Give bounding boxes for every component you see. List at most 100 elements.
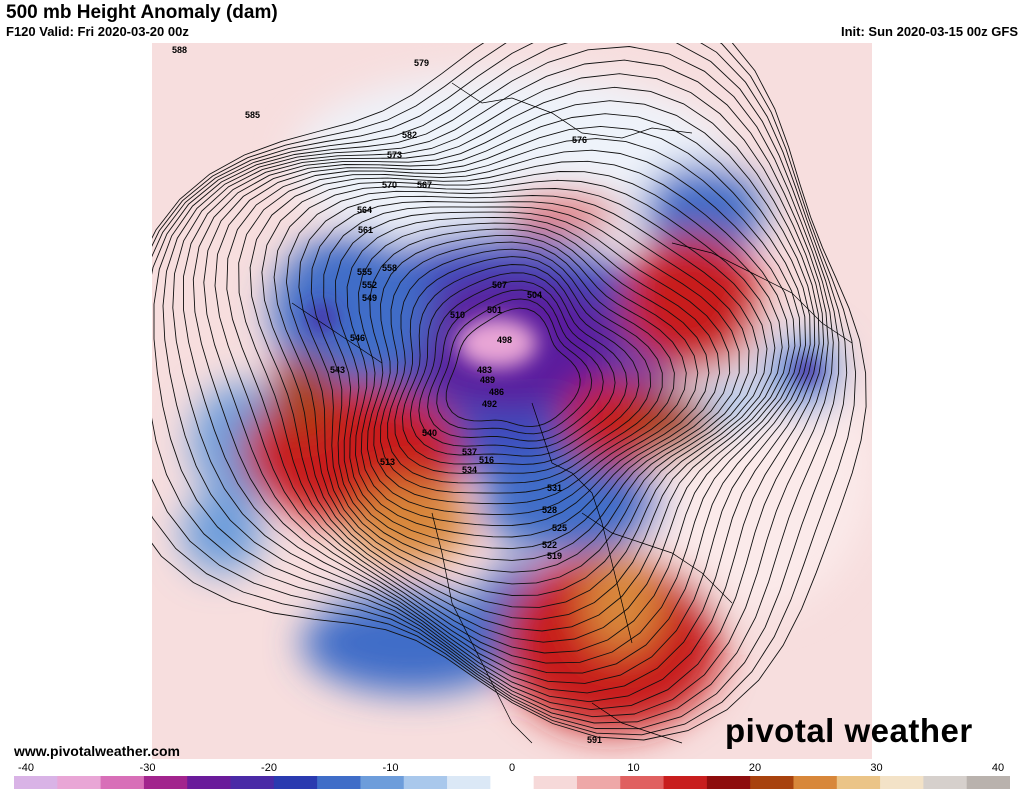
colorbar-tick-label: 30 <box>870 762 883 774</box>
contour-label: 564 <box>357 205 372 215</box>
colorbar-swatch <box>793 776 838 789</box>
height-contour <box>261 171 783 620</box>
contour-label: 489 <box>480 375 495 385</box>
contour-label: 531 <box>547 483 562 493</box>
colorbar-swatch <box>706 776 751 789</box>
colorbar-swatch <box>100 776 145 789</box>
height-contour <box>373 235 687 505</box>
contour-label: 507 <box>492 280 507 290</box>
colorbar <box>14 776 1010 789</box>
contour-label: 504 <box>527 290 542 300</box>
height-contour <box>394 256 652 474</box>
contour-label: 501 <box>487 305 502 315</box>
contour-label: 576 <box>572 135 587 145</box>
height-contour <box>436 298 593 435</box>
height-contour <box>335 211 731 550</box>
height-contour <box>226 138 801 654</box>
height-contour <box>183 86 820 694</box>
colorbar-swatch <box>576 776 621 789</box>
colorbar-swatch <box>360 776 405 789</box>
colorbar-swatch <box>230 776 275 789</box>
colorbar-tick-label: -10 <box>382 762 399 774</box>
colorbar-swatch <box>403 776 448 789</box>
contour-label: 561 <box>358 225 373 235</box>
contour-label: 546 <box>350 333 365 343</box>
valid-time: F120 Valid: Fri 2020-03-20 00z <box>6 24 189 39</box>
colorbar-tick-label: 0 <box>508 762 516 774</box>
height-contour <box>153 46 834 718</box>
height-contour <box>409 272 628 457</box>
contour-label: 486 <box>489 387 504 397</box>
colorbar-swatch <box>663 776 708 789</box>
height-contour <box>238 149 796 643</box>
anomaly-cores <box>308 304 821 385</box>
colorbar-swatch <box>620 776 665 789</box>
colorbar-ticks: -40 -30 -20 -10 0 10 20 30 40 <box>0 762 1024 776</box>
height-contour <box>273 179 776 608</box>
height-contour <box>192 100 816 684</box>
colorbar-tick-label: 40 <box>991 762 1005 774</box>
contour-label: 567 <box>417 180 432 190</box>
contour-label: 534 <box>462 465 477 475</box>
map-panel: 588 585 579 582 576 573 570 567 564 561 558 555 552 5… <box>152 43 872 759</box>
colorbar-swatch <box>187 776 232 789</box>
contour-label: 582 <box>402 130 417 140</box>
brand-logo: pivotal weather <box>725 712 973 749</box>
height-contour <box>152 43 867 741</box>
contour-label: 513 <box>380 457 395 467</box>
height-contour <box>366 228 699 516</box>
init-time: Init: Sun 2020-03-15 00z GFS <box>840 24 1018 39</box>
colorbar-swatch <box>836 776 881 789</box>
contour-label: 558 <box>382 263 397 273</box>
website-url[interactable]: www.pivotalweather.com <box>14 743 180 759</box>
anomaly-map: 588 585 579 582 576 573 570 567 564 561 558 555 552 5… <box>152 43 872 759</box>
colorbar-tick-label: 10 <box>627 762 640 774</box>
contour-label: 579 <box>414 58 429 68</box>
colorbar-swatch <box>880 776 924 789</box>
colorbar-swatch <box>490 776 535 789</box>
colorbar-swatch <box>447 776 491 789</box>
height-contour <box>162 59 829 711</box>
contour-label: 519 <box>547 551 562 561</box>
height-contour <box>418 280 616 449</box>
colorbar-swatch <box>923 776 968 789</box>
height-contour <box>249 160 790 632</box>
contour-label: 591 <box>587 735 602 745</box>
contour-label: 549 <box>362 293 377 303</box>
height-contour <box>323 206 740 561</box>
contour-label: 528 <box>542 505 557 515</box>
contour-label: 543 <box>330 365 345 375</box>
height-contour <box>387 248 663 484</box>
height-contour <box>172 73 825 703</box>
contour-label: 510 <box>450 310 465 320</box>
contour-label: 483 <box>477 365 492 375</box>
contour-label: 492 <box>482 399 497 409</box>
contour-label: 537 <box>462 447 477 457</box>
contour-label: 555 <box>357 267 372 277</box>
contour-label: 498 <box>497 335 512 345</box>
contour-label: 588 <box>172 45 187 55</box>
contour-labels: 588 585 579 582 576 573 570 567 564 561 558 555 552 5… <box>172 45 602 745</box>
colorbar-swatch <box>143 776 188 789</box>
contour-label: 552 <box>362 280 377 290</box>
colorbar-tick-label: -40 <box>18 762 34 774</box>
height-contour <box>358 222 710 527</box>
height-contours <box>152 43 867 741</box>
height-contour <box>427 289 604 442</box>
colorbar-tick-label: -30 <box>139 762 156 774</box>
colorbar-tick-label: 20 <box>748 762 762 774</box>
height-contour <box>298 195 759 585</box>
contour-label: 522 <box>542 540 557 550</box>
height-contour <box>346 216 721 538</box>
height-contour <box>401 264 640 465</box>
colorbar-swatch <box>966 776 1010 789</box>
contour-label: 516 <box>479 455 494 465</box>
colorbar-swatch <box>533 776 578 789</box>
colorbar-swatch <box>57 776 102 789</box>
contour-label: 540 <box>422 428 437 438</box>
contour-label: 570 <box>382 180 397 190</box>
chart-title: 500 mb Height Anomaly (dam) <box>6 2 278 23</box>
height-contour <box>214 125 806 664</box>
colorbar-swatch <box>273 776 318 789</box>
height-contour <box>445 307 581 428</box>
